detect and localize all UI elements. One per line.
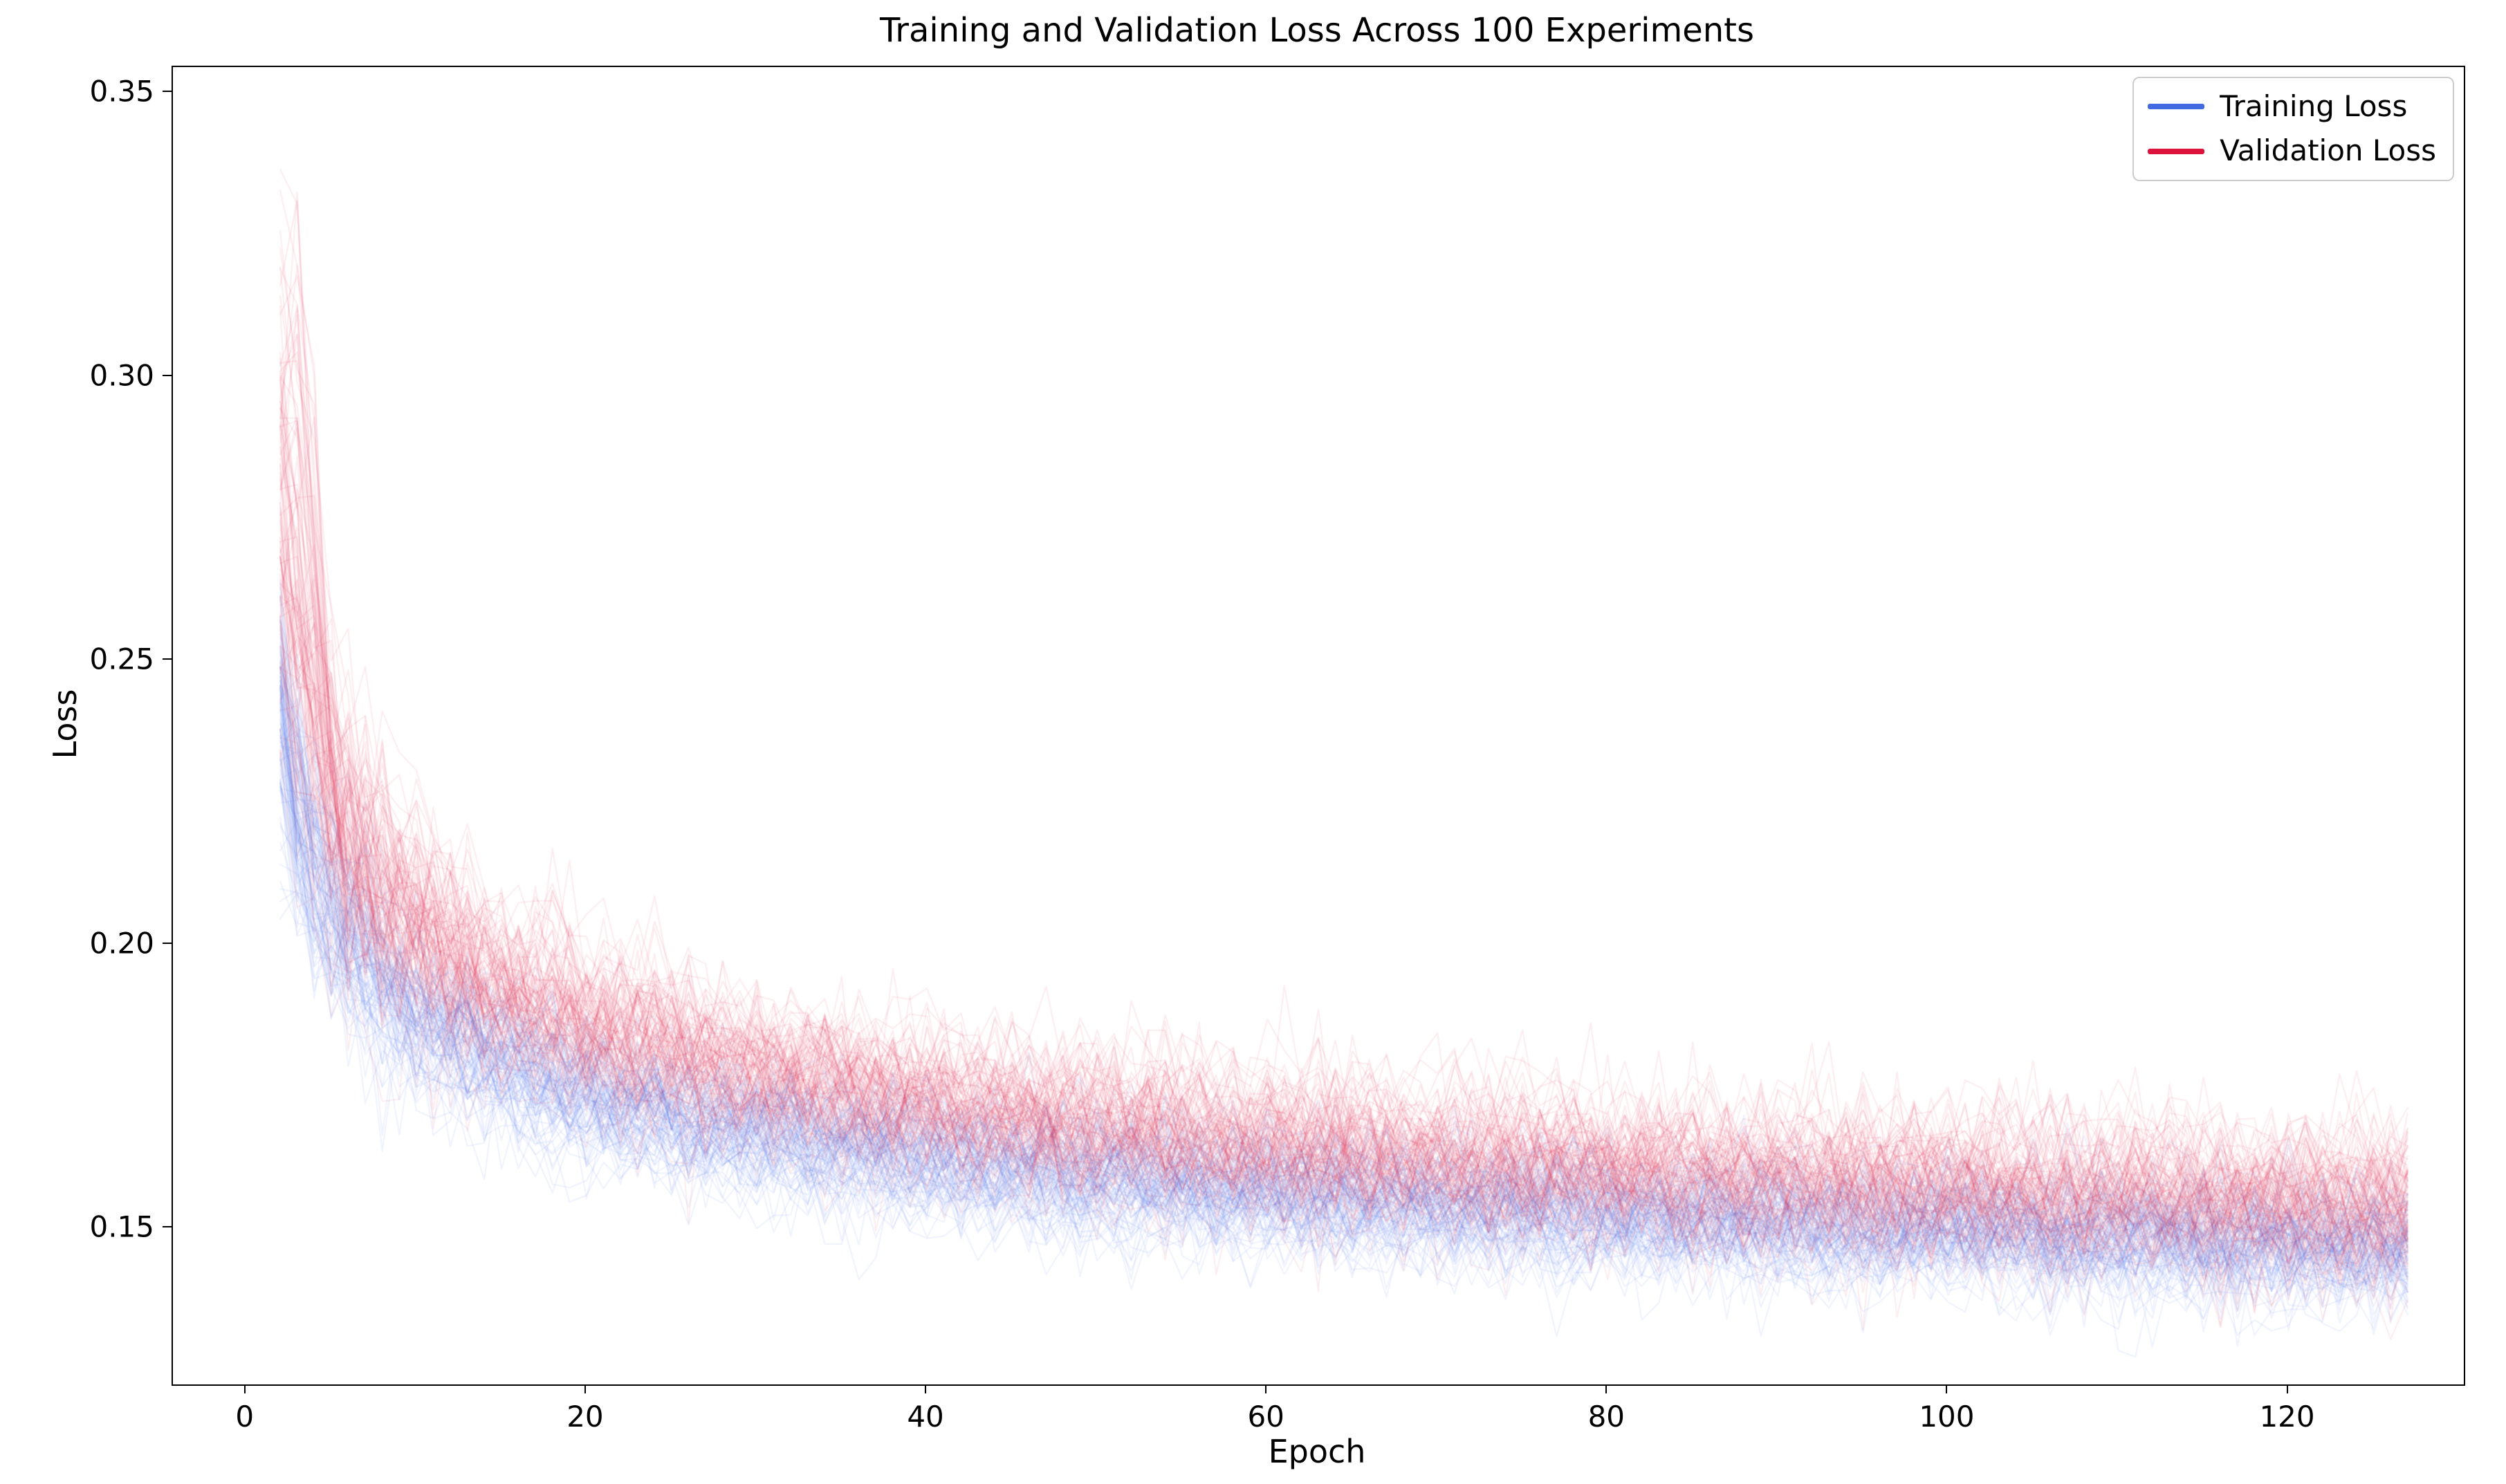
- x-tick: [243, 1384, 246, 1393]
- x-tick-label: 60: [1247, 1400, 1284, 1434]
- x-tick-label: 0: [235, 1400, 255, 1434]
- plot-area: Training Loss Validation Loss: [172, 66, 2465, 1386]
- x-tick-label: 120: [2259, 1400, 2315, 1434]
- y-tick-label: 0.30: [89, 358, 154, 392]
- x-tick-label: 100: [1919, 1400, 1975, 1434]
- y-tick: [163, 658, 172, 660]
- x-tick: [1946, 1384, 1948, 1393]
- legend-label-training-loss: Training Loss: [2220, 89, 2408, 123]
- x-tick: [925, 1384, 927, 1393]
- legend-item-training-loss: Training Loss: [2148, 89, 2436, 124]
- x-tick: [2286, 1384, 2288, 1393]
- validation-loss-line-swatch: [2148, 148, 2205, 154]
- y-tick-label: 0.15: [89, 1209, 154, 1244]
- y-tick-label: 0.25: [89, 642, 154, 676]
- y-tick: [163, 90, 172, 92]
- loss-curves-canvas: [173, 67, 2464, 1384]
- y-tick: [163, 1226, 172, 1228]
- legend-item-validation-loss: Validation Loss: [2148, 133, 2436, 168]
- y-tick: [163, 374, 172, 376]
- x-tick: [1605, 1384, 1607, 1393]
- x-tick: [1265, 1384, 1267, 1393]
- x-tick: [584, 1384, 586, 1393]
- x-tick-label: 40: [907, 1400, 944, 1434]
- y-tick-label: 0.35: [89, 74, 154, 109]
- training-loss-line-swatch: [2148, 104, 2205, 110]
- x-tick-label: 80: [1587, 1400, 1625, 1434]
- y-tick-label: 0.20: [89, 926, 154, 961]
- legend-label-validation-loss: Validation Loss: [2220, 133, 2436, 168]
- chart-title: Training and Validation Loss Across 100 …: [880, 11, 1754, 50]
- x-axis-label: Epoch: [1268, 1433, 1366, 1470]
- legend: Training Loss Validation Loss: [2132, 77, 2454, 181]
- y-tick: [163, 942, 172, 944]
- x-tick-label: 20: [566, 1400, 604, 1434]
